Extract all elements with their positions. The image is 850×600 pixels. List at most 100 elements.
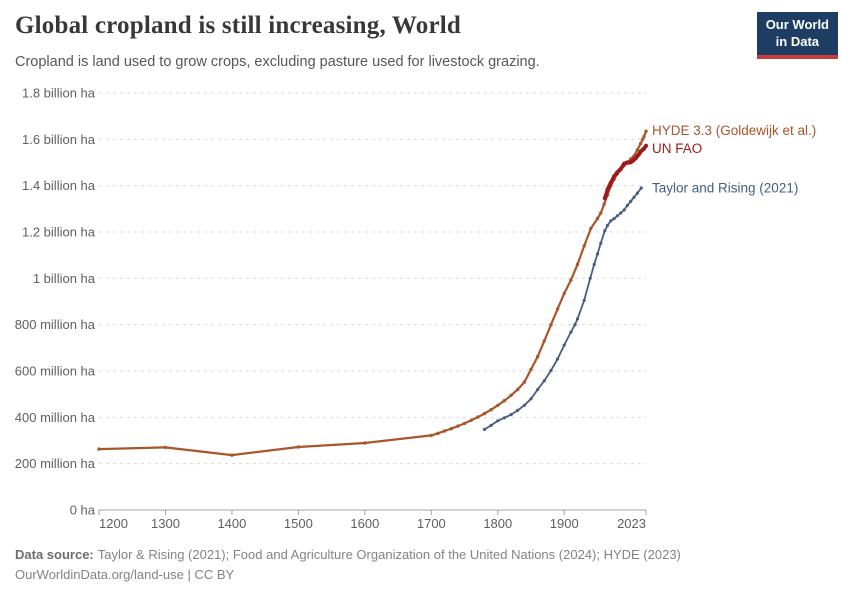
- hyde-point: [482, 411, 487, 416]
- taylor-rising-point: [489, 423, 493, 427]
- legend-label-taylor-rising[interactable]: Taylor and Rising (2021): [652, 180, 798, 195]
- hyde-point: [502, 399, 507, 403]
- hyde-point: [595, 216, 600, 221]
- hyde-point: [429, 433, 433, 438]
- hyde-point: [529, 367, 533, 372]
- taylor-rising-point: [639, 186, 643, 190]
- legend-label-hyde[interactable]: HYDE 3.3 (Goldewijk et al.): [652, 123, 816, 138]
- hyde-point: [296, 445, 301, 449]
- hyde-point: [476, 415, 480, 419]
- taylor-rising-point: [612, 217, 616, 221]
- hyde-point: [599, 211, 603, 215]
- owid-logo-line1: Our World: [765, 17, 829, 32]
- hyde-point: [635, 148, 640, 152]
- un-fao-point: [608, 180, 613, 185]
- x-axis-tick-label: 1700: [417, 516, 446, 531]
- taylor-rising-line[interactable]: [483, 187, 643, 431]
- hyde-point: [489, 408, 493, 412]
- taylor-rising-point: [629, 199, 633, 203]
- license-link[interactable]: CC BY: [194, 567, 235, 582]
- un-fao-point: [604, 192, 609, 197]
- taylor-rising-point: [592, 262, 596, 266]
- hyde-point: [575, 262, 580, 267]
- taylor-rising-point: [603, 229, 607, 233]
- hyde-point: [562, 291, 566, 296]
- hyde-point: [462, 421, 467, 426]
- hyde-point: [641, 137, 645, 141]
- hyde-point: [230, 453, 234, 457]
- y-axis-tick-label: 400 million ha: [15, 410, 96, 425]
- footer-separator: |: [183, 567, 195, 582]
- hyde-point: [456, 424, 460, 428]
- hyde-point: [163, 445, 168, 450]
- hyde-point: [97, 447, 101, 451]
- hyde-point: [549, 323, 553, 327]
- y-axis-tick-label: 0 ha: [70, 503, 96, 518]
- taylor-rising-point: [615, 214, 620, 218]
- taylor-rising-point: [573, 323, 577, 327]
- taylor-rising-point: [569, 330, 573, 334]
- hyde-point: [442, 429, 447, 433]
- hyde-point: [449, 427, 453, 431]
- y-axis-tick-label: 600 million ha: [15, 364, 96, 379]
- hyde-point: [602, 202, 606, 206]
- y-axis-tick-label: 1 billion ha: [33, 271, 96, 286]
- y-axis-tick-label: 1.2 billion ha: [22, 225, 96, 240]
- hyde-point: [509, 393, 513, 397]
- chart-footer: Data source: Taylor & Rising (2021); Food…: [15, 545, 681, 585]
- taylor-rising-point: [556, 357, 560, 361]
- x-axis-tick-label: 1300: [151, 516, 180, 531]
- hyde-point: [469, 418, 473, 422]
- taylor-rising-point: [619, 211, 623, 215]
- page-title: Global cropland is still increasing, Wor…: [15, 12, 461, 39]
- y-axis-tick-label: 800 million ha: [15, 317, 96, 332]
- y-axis-tick-label: 1.6 billion ha: [22, 132, 96, 147]
- chart-subtitle: Cropland is land used to grow crops, exc…: [15, 54, 540, 70]
- x-axis-tick-label: 1800: [483, 516, 512, 531]
- taylor-rising-point: [622, 208, 626, 212]
- taylor-rising-point: [542, 379, 546, 383]
- un-fao-point: [602, 196, 607, 201]
- legend-label-un-fao[interactable]: UN FAO: [652, 141, 702, 156]
- data-source-text: Taylor & Rising (2021); Food and Agricul…: [97, 547, 681, 562]
- taylor-rising-point: [496, 419, 500, 423]
- taylor-rising-point: [635, 191, 640, 195]
- hyde-point: [555, 307, 560, 311]
- hyde-point: [542, 339, 546, 343]
- owid-url-link[interactable]: OurWorldinData.org/land-use: [15, 567, 184, 582]
- hyde-point: [516, 387, 520, 392]
- taylor-rising-point: [549, 368, 553, 373]
- taylor-rising-point: [582, 298, 586, 302]
- x-axis-tick-label: 1500: [284, 516, 313, 531]
- footer-link-row: OurWorldinData.org/land-use | CC BY: [15, 565, 681, 585]
- taylor-rising-point: [625, 203, 630, 207]
- taylor-rising-point: [599, 241, 603, 245]
- y-axis-tick-label: 1.4 billion ha: [22, 178, 96, 193]
- hyde-point: [642, 134, 646, 139]
- taylor-rising-point: [595, 252, 600, 256]
- hyde-point: [436, 431, 440, 435]
- taylor-rising-point: [588, 276, 592, 280]
- hyde-point: [582, 244, 586, 248]
- un-fao-point: [643, 143, 649, 148]
- x-axis-tick-label: 1200: [99, 516, 128, 531]
- taylor-rising-point: [632, 195, 636, 199]
- hyde-point: [536, 354, 540, 359]
- hyde-point: [589, 226, 593, 231]
- owid-logo[interactable]: Our World in Data: [756, 12, 838, 59]
- hyde-point: [644, 129, 648, 133]
- x-axis-tick-label: 1600: [350, 516, 379, 531]
- hyde-point: [639, 141, 643, 146]
- taylor-rising-point: [529, 397, 533, 401]
- taylor-rising-point: [482, 427, 487, 431]
- taylor-rising-point: [562, 343, 566, 347]
- y-axis-tick-label: 1.8 billion ha: [22, 86, 96, 101]
- y-axis-tick-label: 200 million ha: [15, 456, 96, 471]
- line-chart: 0 ha 200 million ha 400 million ha 600 mill…: [15, 86, 817, 532]
- taylor-rising-point: [509, 413, 513, 417]
- taylor-rising-point: [609, 219, 613, 223]
- hyde-point: [363, 441, 367, 445]
- hyde-point: [522, 380, 527, 384]
- taylor-rising-point: [502, 416, 506, 420]
